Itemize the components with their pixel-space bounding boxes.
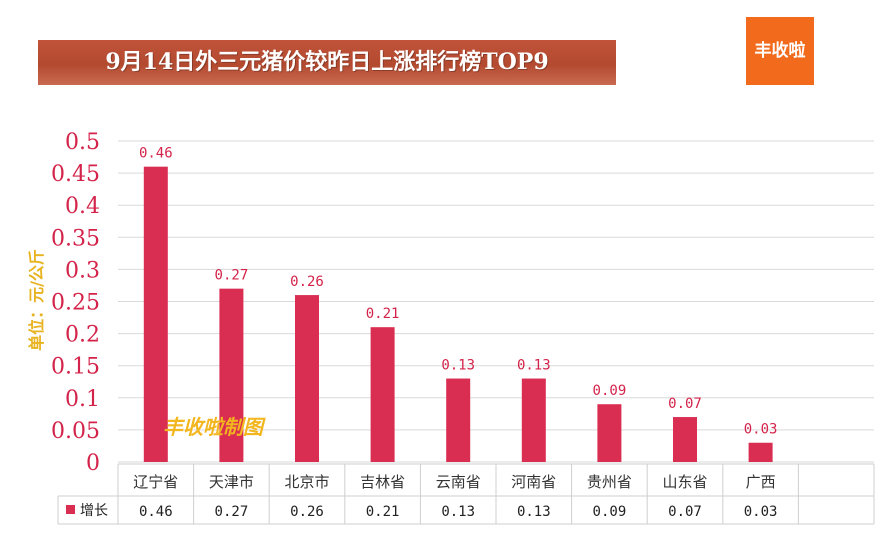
table-value: 0.09 — [593, 504, 627, 520]
y-tick-label: 0.35 — [51, 226, 100, 251]
data-label: 0.13 — [441, 358, 475, 374]
category-label: 天津市 — [209, 473, 254, 491]
data-labels: 0.46 0.27 0.26 0.21 0.13 0.13 0.09 0.07 0.03 — [139, 146, 778, 438]
y-axis-label: 单位：元/公斤 — [27, 249, 46, 351]
data-label: 0.09 — [593, 383, 627, 399]
table-value: 0.27 — [215, 504, 249, 520]
y-tick-label: 0.05 — [51, 419, 100, 444]
y-tick-label: 0.1 — [65, 387, 100, 412]
watermark: 丰收啦制图 — [163, 415, 266, 439]
data-label: 0.46 — [139, 146, 173, 162]
legend-series-name: 增长 — [80, 503, 108, 519]
data-label: 0.03 — [744, 422, 778, 438]
bar — [219, 288, 244, 462]
category-label: 吉林省 — [360, 473, 405, 491]
category-label: 河南省 — [511, 473, 556, 491]
data-label: 0.26 — [290, 274, 324, 290]
logo-text: 丰收啦 — [754, 41, 806, 61]
data-table: 辽宁省 0.46 天津市 0.27 北京市 0.26 吉林省 0.21 云南省 0.13 河南省 0.… — [57, 463, 875, 525]
table-value: 0.13 — [441, 504, 475, 520]
category-label: 广西 — [746, 473, 776, 491]
bar — [748, 442, 773, 462]
category-label: 山东省 — [662, 473, 707, 491]
y-axis-ticks: 0 0.05 0.1 0.15 0.2 0.25 0.3 0.35 0.4 0.45 0.5 — [51, 130, 100, 476]
gridlines — [118, 140, 874, 463]
y-tick-label: 0 — [86, 451, 100, 476]
table-value: 0.03 — [744, 504, 778, 520]
bar — [370, 327, 395, 462]
table-value: 0.21 — [366, 504, 400, 520]
title-banner — [38, 40, 616, 85]
bar — [597, 404, 622, 462]
table-value: 0.13 — [517, 504, 551, 520]
data-label: 0.21 — [366, 306, 400, 322]
bar — [143, 166, 168, 462]
bar — [446, 378, 471, 462]
y-tick-label: 0.25 — [51, 291, 100, 316]
category-label: 辽宁省 — [133, 473, 178, 491]
logo-badge — [746, 17, 814, 85]
data-label: 0.07 — [668, 396, 702, 412]
bar — [673, 417, 697, 462]
category-label: 贵州省 — [587, 473, 632, 491]
table-value: 0.26 — [290, 504, 324, 520]
table-value: 0.46 — [139, 504, 173, 520]
y-tick-label: 0.15 — [51, 355, 100, 380]
table-value: 0.07 — [668, 504, 702, 520]
category-label: 云南省 — [436, 473, 481, 491]
y-tick-label: 0.3 — [65, 258, 100, 283]
y-tick-label: 0.2 — [65, 323, 100, 348]
category-label: 北京市 — [284, 473, 329, 491]
y-tick-label: 0.45 — [51, 162, 100, 187]
bar — [521, 378, 546, 462]
y-tick-label: 0.4 — [65, 194, 100, 219]
y-tick-label: 0.5 — [65, 130, 100, 155]
chart-title: 9月14日外三元猪价较昨日上涨排行榜TOP9 — [105, 49, 549, 75]
bar — [295, 295, 319, 462]
data-label: 0.13 — [517, 358, 551, 374]
legend-swatch — [66, 505, 75, 514]
bars — [143, 166, 773, 462]
data-label: 0.27 — [215, 268, 249, 284]
